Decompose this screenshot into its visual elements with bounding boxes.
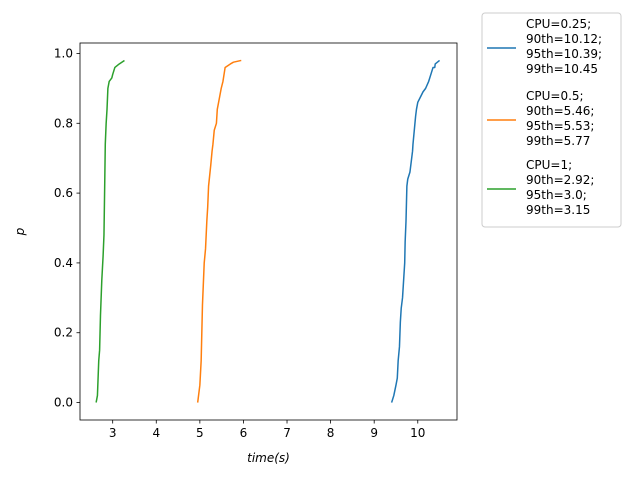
y-tick-label: 0.8 bbox=[54, 116, 73, 130]
series-line-2 bbox=[196, 59, 242, 403]
y-tick-label: 0.2 bbox=[54, 326, 73, 340]
y-axis-label: p bbox=[13, 227, 27, 236]
legend-label-3: 95th=3.0; bbox=[526, 188, 587, 202]
legend-label-1: 95th=10.39; bbox=[526, 47, 602, 61]
series-line-1 bbox=[390, 59, 441, 403]
legend-box bbox=[481, 12, 622, 228]
x-tick-label: 3 bbox=[109, 426, 117, 440]
x-tick-label: 4 bbox=[152, 426, 160, 440]
y-tick-label: 0.6 bbox=[54, 186, 73, 200]
x-tick-label: 6 bbox=[240, 426, 248, 440]
plot-layer bbox=[95, 59, 441, 403]
series-line-3 bbox=[95, 59, 125, 403]
x-tick-label: 8 bbox=[327, 426, 335, 440]
y-tick-label: 0.0 bbox=[54, 396, 73, 410]
legend-label-1: 90th=10.12; bbox=[526, 32, 602, 46]
legend-label-3: 99th=3.15 bbox=[526, 203, 590, 217]
x-tick-label: 9 bbox=[370, 426, 378, 440]
plot-frame bbox=[79, 42, 458, 421]
axes-layer: 3 4 5 6 7 8 9 10 0.0 0.2 0.4 0.6 0.8 1.0 time(s) p bbox=[13, 42, 458, 465]
x-tick-label: 10 bbox=[410, 426, 425, 440]
legend-label-1: CPU=0.25; bbox=[526, 17, 591, 31]
legend-label-1: 99th=10.45 bbox=[526, 62, 598, 76]
chart-legend: CPU=0.25;90th=10.12;95th=10.39;99th=10.4… bbox=[481, 12, 622, 228]
legend-label-2: CPU=0.5; bbox=[526, 89, 584, 103]
x-tick-label: 7 bbox=[283, 426, 291, 440]
legend-label-2: 99th=5.77 bbox=[526, 134, 590, 148]
x-tick-label: 5 bbox=[196, 426, 204, 440]
x-axis-label: time(s) bbox=[247, 451, 290, 465]
legend-label-2: 90th=5.46; bbox=[526, 104, 594, 118]
legend-label-3: 90th=2.92; bbox=[526, 173, 594, 187]
legend-label-3: CPU=1; bbox=[526, 158, 572, 172]
y-tick-label: 0.4 bbox=[54, 256, 73, 270]
legend-label-2: 95th=5.53; bbox=[526, 119, 594, 133]
y-tick-label: 1.0 bbox=[54, 46, 73, 60]
